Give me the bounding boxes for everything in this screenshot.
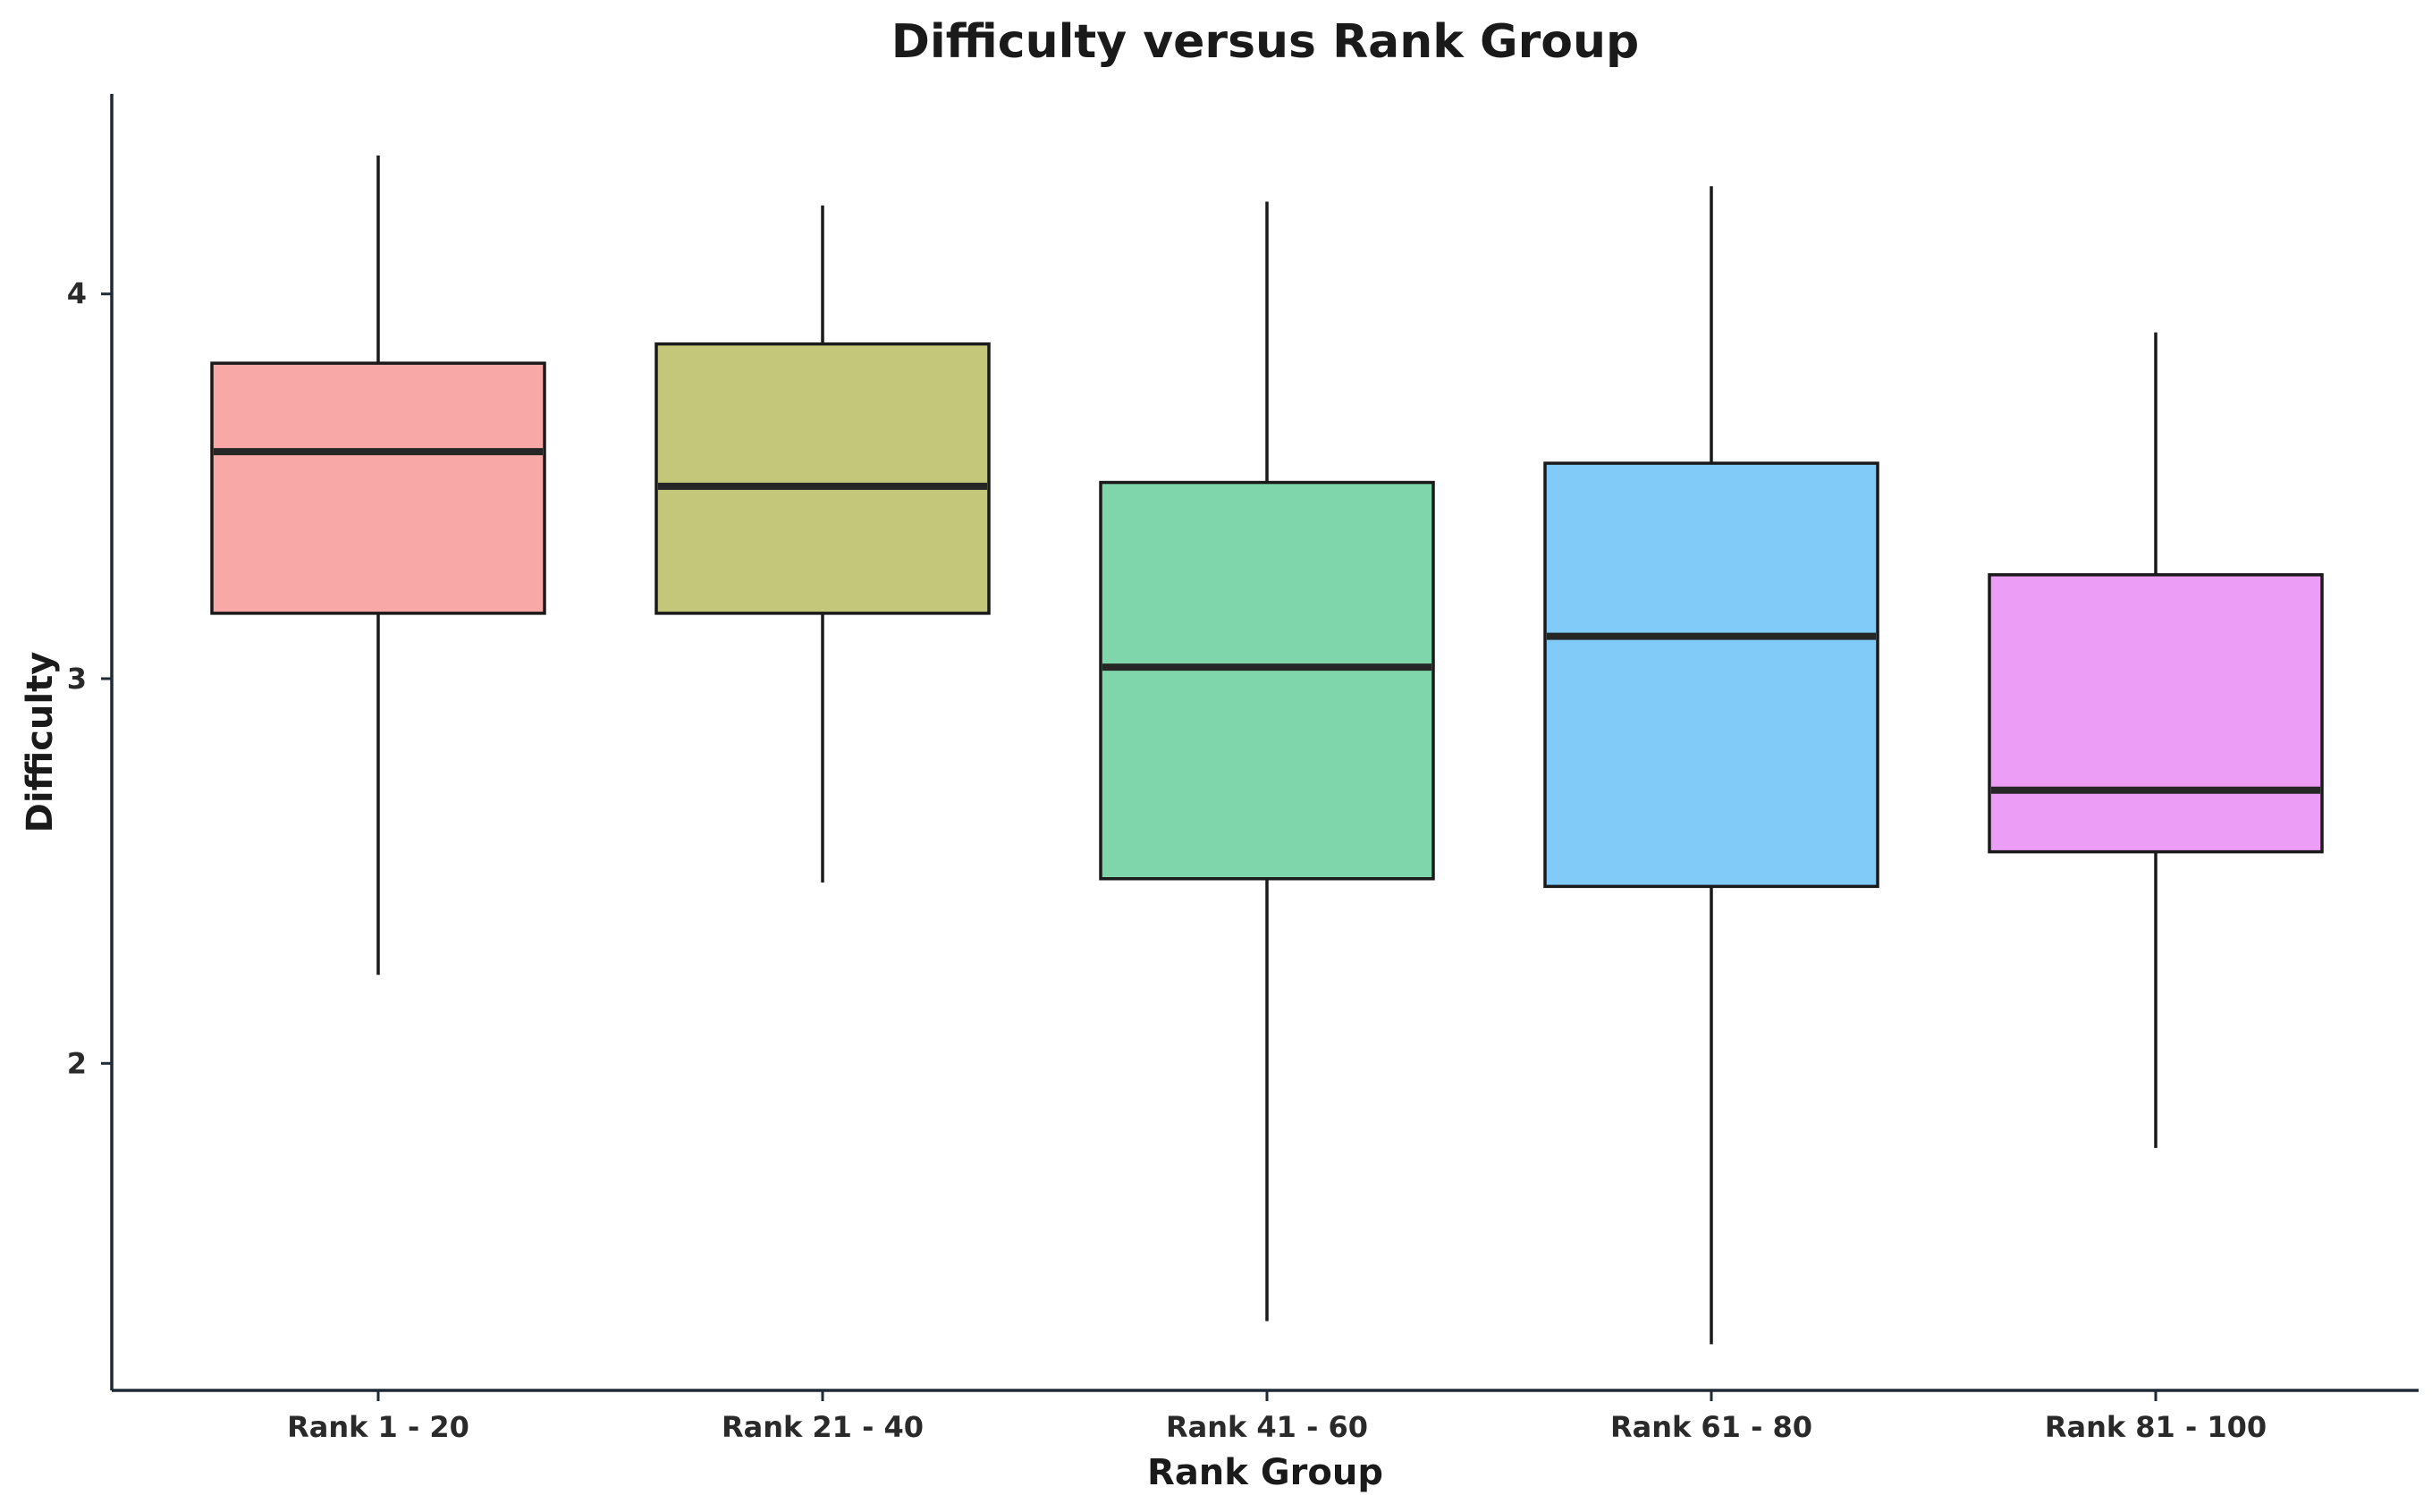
y-tick-label: 3 bbox=[67, 662, 87, 696]
x-tick-label: Rank 41 - 60 bbox=[1166, 1410, 1368, 1444]
y-tick-label: 2 bbox=[67, 1046, 87, 1080]
x-ticks: Rank 1 - 20 Rank 21 - 40 Rank 41 - 60 Rank … bbox=[287, 1390, 2267, 1444]
box-group bbox=[210, 155, 546, 976]
x-tick-label: Rank 21 - 40 bbox=[722, 1410, 924, 1444]
iqr-box bbox=[1099, 480, 1435, 881]
x-axis-label: Rank Group bbox=[1147, 1452, 1383, 1493]
iqr-box bbox=[210, 361, 546, 615]
chart-title: Difficulty versus Rank Group bbox=[891, 15, 1639, 69]
iqr-box bbox=[1543, 461, 1879, 889]
x-tick-label: Rank 81 - 100 bbox=[2045, 1410, 2267, 1444]
boxes bbox=[210, 155, 2324, 1345]
iqr-box bbox=[654, 342, 991, 615]
y-axis-label: Difficulty bbox=[20, 652, 61, 833]
y-tick-label: 4 bbox=[67, 277, 87, 311]
x-tick-label: Rank 1 - 20 bbox=[287, 1410, 469, 1444]
y-ticks: 2 3 4 bbox=[67, 277, 112, 1080]
x-tick-label: Rank 61 - 80 bbox=[1610, 1410, 1812, 1444]
box-group bbox=[1988, 332, 2324, 1148]
iqr-box bbox=[1988, 573, 2324, 854]
box-group bbox=[1099, 201, 1435, 1322]
box-group bbox=[1543, 186, 1879, 1345]
box-group bbox=[654, 205, 991, 883]
